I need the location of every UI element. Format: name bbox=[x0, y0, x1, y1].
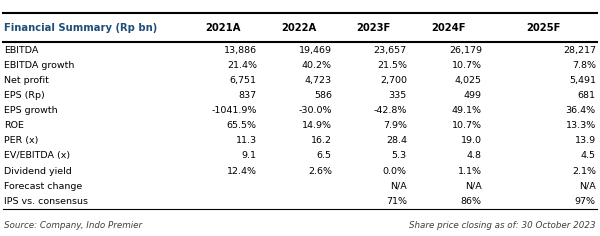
Text: 2.1%: 2.1% bbox=[572, 167, 596, 176]
Text: -30.0%: -30.0% bbox=[298, 106, 332, 115]
Text: Net profit: Net profit bbox=[4, 76, 49, 85]
Text: 2,700: 2,700 bbox=[380, 76, 407, 85]
Text: 10.7%: 10.7% bbox=[452, 121, 482, 130]
Text: 13.3%: 13.3% bbox=[566, 121, 596, 130]
Text: 4,723: 4,723 bbox=[305, 76, 332, 85]
Text: 2024F: 2024F bbox=[431, 23, 466, 33]
Text: 28.4: 28.4 bbox=[386, 136, 407, 145]
Text: 7.8%: 7.8% bbox=[572, 61, 596, 70]
Text: 13.9: 13.9 bbox=[575, 136, 596, 145]
Text: 1.1%: 1.1% bbox=[458, 167, 482, 176]
Text: 11.3: 11.3 bbox=[236, 136, 257, 145]
Text: 5.3: 5.3 bbox=[392, 152, 407, 160]
Text: -1041.9%: -1041.9% bbox=[211, 106, 257, 115]
Text: 19,469: 19,469 bbox=[299, 46, 332, 55]
Text: 36.4%: 36.4% bbox=[566, 106, 596, 115]
Text: 23,657: 23,657 bbox=[374, 46, 407, 55]
Text: 4,025: 4,025 bbox=[455, 76, 482, 85]
Text: 65.5%: 65.5% bbox=[227, 121, 257, 130]
Text: 0.0%: 0.0% bbox=[383, 167, 407, 176]
Text: 5,491: 5,491 bbox=[569, 76, 596, 85]
Text: N/A: N/A bbox=[465, 182, 482, 191]
Text: 40.2%: 40.2% bbox=[302, 61, 332, 70]
Text: 97%: 97% bbox=[575, 197, 596, 206]
Text: EBITDA: EBITDA bbox=[4, 46, 38, 55]
Text: 499: 499 bbox=[464, 91, 482, 100]
Text: 86%: 86% bbox=[461, 197, 482, 206]
Text: 28,217: 28,217 bbox=[563, 46, 596, 55]
Text: 2022A: 2022A bbox=[281, 23, 316, 33]
Text: 837: 837 bbox=[239, 91, 257, 100]
Text: Source: Company, Indo Premier: Source: Company, Indo Premier bbox=[4, 221, 142, 230]
Text: 335: 335 bbox=[389, 91, 407, 100]
Text: N/A: N/A bbox=[579, 182, 596, 191]
Text: 4.8: 4.8 bbox=[467, 152, 482, 160]
Text: 71%: 71% bbox=[386, 197, 407, 206]
Text: 26,179: 26,179 bbox=[449, 46, 482, 55]
Text: N/A: N/A bbox=[390, 182, 407, 191]
Text: 14.9%: 14.9% bbox=[302, 121, 332, 130]
Text: 586: 586 bbox=[314, 91, 332, 100]
Text: -42.8%: -42.8% bbox=[373, 106, 407, 115]
Text: 13,886: 13,886 bbox=[224, 46, 257, 55]
Text: 2025F: 2025F bbox=[526, 23, 560, 33]
Text: EPS growth: EPS growth bbox=[4, 106, 58, 115]
Text: 16.2: 16.2 bbox=[311, 136, 332, 145]
Text: 21.5%: 21.5% bbox=[377, 61, 407, 70]
Text: IPS vs. consensus: IPS vs. consensus bbox=[4, 197, 88, 206]
Text: 9.1: 9.1 bbox=[242, 152, 257, 160]
Text: 19.0: 19.0 bbox=[461, 136, 482, 145]
Text: 2023F: 2023F bbox=[356, 23, 391, 33]
Text: EPS (Rp): EPS (Rp) bbox=[4, 91, 45, 100]
Text: 7.9%: 7.9% bbox=[383, 121, 407, 130]
Text: Share price closing as of: 30 October 2023: Share price closing as of: 30 October 20… bbox=[409, 221, 596, 230]
Text: 10.7%: 10.7% bbox=[452, 61, 482, 70]
Text: Forecast change: Forecast change bbox=[4, 182, 82, 191]
Text: 2.6%: 2.6% bbox=[308, 167, 332, 176]
Text: 681: 681 bbox=[578, 91, 596, 100]
Text: Financial Summary (Rp bn): Financial Summary (Rp bn) bbox=[4, 23, 157, 33]
Text: EV/EBITDA (x): EV/EBITDA (x) bbox=[4, 152, 70, 160]
Text: EBITDA growth: EBITDA growth bbox=[4, 61, 74, 70]
Text: 6,751: 6,751 bbox=[230, 76, 257, 85]
Text: Dividend yield: Dividend yield bbox=[4, 167, 72, 176]
Text: 2021A: 2021A bbox=[206, 23, 241, 33]
Text: 12.4%: 12.4% bbox=[227, 167, 257, 176]
Text: 49.1%: 49.1% bbox=[452, 106, 482, 115]
Text: ROE: ROE bbox=[4, 121, 24, 130]
Text: 21.4%: 21.4% bbox=[227, 61, 257, 70]
Text: 4.5: 4.5 bbox=[581, 152, 596, 160]
Text: PER (x): PER (x) bbox=[4, 136, 38, 145]
Text: 6.5: 6.5 bbox=[317, 152, 332, 160]
